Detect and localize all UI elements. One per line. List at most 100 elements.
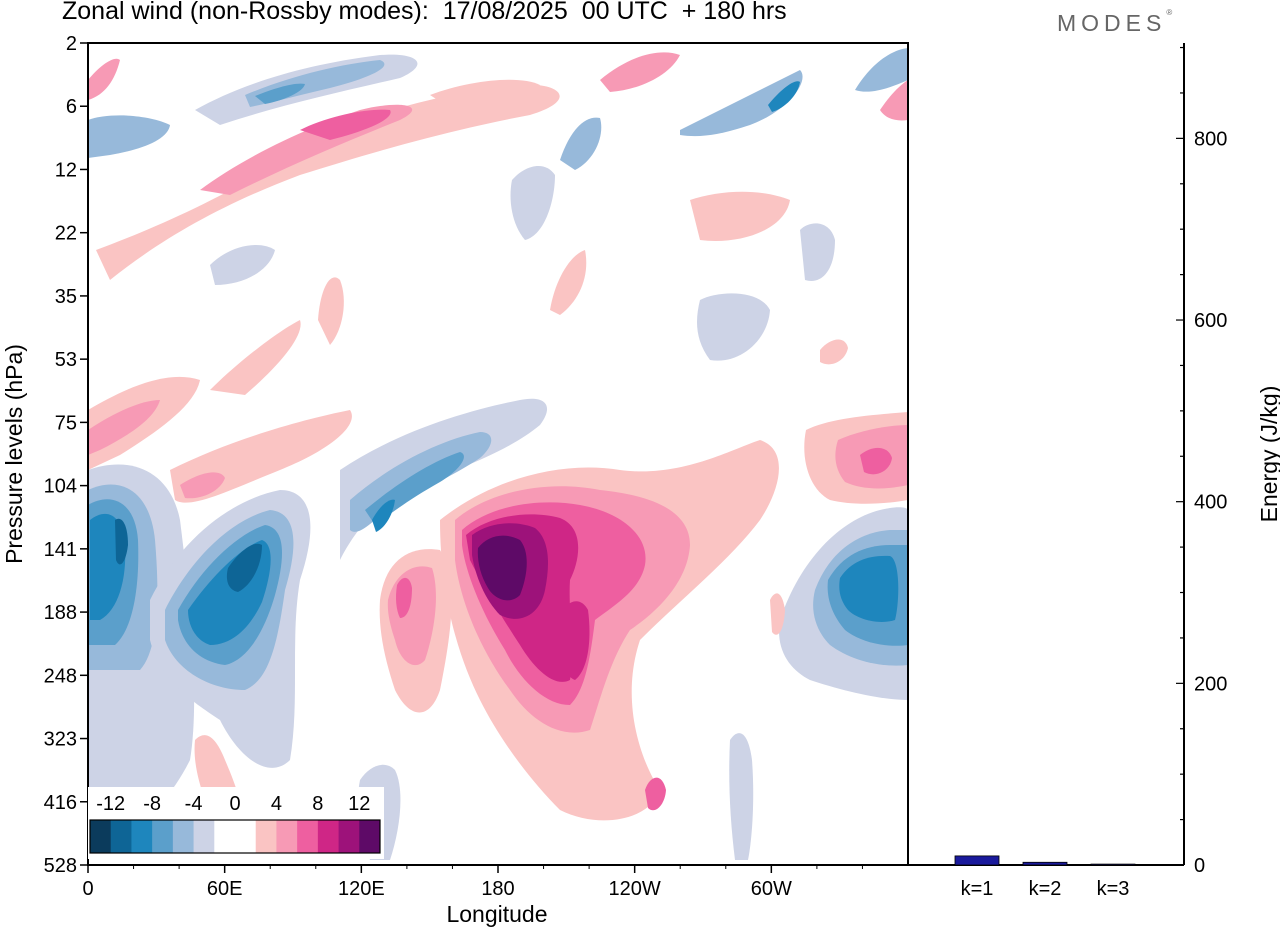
energy-y-tick-label: 200 (1194, 673, 1227, 695)
contour-neg-20W-l4 (839, 555, 899, 622)
contour-neg-0-20E-l5 (115, 518, 128, 565)
contour-neg-40-80E-l5 (226, 543, 262, 592)
y-tick-label: 323 (44, 729, 77, 751)
contour-mid-neg-tall (800, 223, 835, 281)
colorbar-swatch (297, 820, 319, 853)
contour-mid-pos-small (318, 277, 344, 345)
contour-upper-pos-edge (880, 80, 908, 121)
contour-upper-pos-mid (430, 79, 540, 109)
contour-lower-pos-strip (770, 593, 785, 635)
colorbar-swatch (338, 820, 360, 853)
contour-mid-neg-strip (510, 165, 555, 240)
colorbar-swatch (255, 820, 277, 853)
colorbar-swatches (90, 820, 381, 853)
colorbar-frame (89, 819, 381, 854)
contour-pos-20W-l3 (860, 447, 892, 475)
modes-logo: MODES® (1057, 8, 1173, 37)
colorbar-label: -12 (96, 793, 125, 815)
logo-text: MODES (1057, 10, 1167, 36)
y-axis-label: Pressure levels (hPa) (1, 344, 27, 564)
contour-pos-date-line-l6 (477, 535, 527, 601)
contour-mid-neg-patch (560, 117, 602, 170)
energy-x-label: k=2 (1029, 878, 1062, 900)
logo-registered-mark: ® (1166, 8, 1173, 17)
energy-x-label: k=3 (1097, 878, 1130, 900)
hovmoller-heatmap (88, 43, 908, 865)
contour-upper-neg-left (88, 115, 170, 158)
energy-y-axis: 0 200 400 600 800 (1176, 46, 1227, 877)
y-tick-label: 141 (44, 539, 77, 561)
x-axis-label: Longitude (446, 901, 547, 927)
x-tick-label: 60W (751, 878, 792, 900)
energy-bar-k=2 (1022, 861, 1068, 866)
contour-pos-lower-patch (645, 777, 666, 811)
colorbar-swatch (152, 820, 174, 853)
x-axis: 0 60E 120E 180 120W 60W (82, 865, 863, 900)
contour-lower-neg-right (729, 733, 754, 860)
colorbar-swatch (90, 820, 112, 853)
y-tick-label: 248 (44, 665, 77, 687)
contour-pos-120E-l3 (396, 577, 412, 618)
contour-pos-150W-core (557, 601, 590, 680)
colorbar-label: 12 (348, 793, 370, 815)
y-tick-label: 75 (55, 412, 77, 434)
troposphere-anomalies (88, 376, 908, 860)
x-tick-label: 120E (338, 878, 385, 900)
colorbar: -12 -8 -4 0 4 8 12 (88, 787, 384, 859)
y-tick-label: 528 (44, 855, 77, 877)
energy-y-tick-label: 800 (1194, 128, 1227, 150)
stratosphere-bands (88, 48, 908, 395)
colorbar-swatch (193, 820, 215, 853)
colorbar-swatch (172, 820, 194, 853)
energy-y-tick-label: 600 (1194, 310, 1227, 332)
energy-bar-k=3 (1090, 863, 1136, 866)
colorbar-label: 4 (271, 793, 282, 815)
x-tick-label: 180 (481, 878, 514, 900)
contour-mid-pos-left (210, 320, 301, 395)
y-tick-label: 416 (44, 792, 77, 814)
contour-upper-trop-pos-core (88, 400, 160, 455)
energy-x-label: k=1 (961, 878, 994, 900)
contour-mid-pos-strip (550, 250, 587, 315)
colorbar-labels: -12 -8 -4 0 4 8 12 (96, 793, 370, 815)
y-tick-label: 6 (66, 96, 77, 118)
contour-neg-band-tilt (340, 398, 548, 560)
energy-bar-k=1 (954, 855, 1000, 866)
energy-x-axis: k=1 k=2 k=3 (961, 878, 1130, 900)
y-axis: 2 6 12 22 35 53 75 104 141 188 248 323 416 528 (44, 33, 88, 877)
contour-mid-neg-small (210, 245, 275, 285)
y-tick-label: 188 (44, 602, 77, 624)
colorbar-label: 8 (312, 793, 323, 815)
contour-upper-pos-left (88, 58, 120, 100)
contour-upper-pos-band (96, 84, 560, 280)
contour-upper-pos-right (600, 52, 680, 92)
x-tick-label: 0 (82, 878, 93, 900)
colorbar-swatch (235, 820, 257, 853)
y-tick-label: 104 (44, 476, 77, 498)
colorbar-label: -4 (185, 793, 203, 815)
y-tick-label: 35 (55, 286, 77, 308)
contour-upper-pos-inner (300, 109, 391, 140)
colorbar-swatch (131, 820, 153, 853)
colorbar-swatch (110, 820, 132, 853)
contour-upper-neg-right-core (768, 81, 800, 112)
contour-upper-neg-right (680, 70, 803, 137)
colorbar-swatch (276, 820, 298, 853)
colorbar-swatch (359, 820, 381, 853)
contour-upper-trop-pos-band (88, 376, 200, 470)
contour-upper-neg-edge (855, 48, 908, 92)
chart-title: Zonal wind (non-Rossby modes): 17/08/202… (62, 0, 787, 25)
colorbar-swatch (214, 820, 236, 853)
contour-upper-neg-inner (255, 83, 305, 104)
colorbar-swatch (317, 820, 339, 853)
y-tick-label: 2 (66, 33, 77, 55)
contour-mid-neg-right (697, 293, 770, 361)
contour-upper-trop-pos-2-core (180, 472, 225, 499)
energy-y-tick-label: 0 (1194, 855, 1205, 877)
colorbar-label: 0 (229, 793, 240, 815)
energy-y-tick-label: 400 (1194, 492, 1227, 514)
contour-neg-band-tilt-4 (372, 499, 395, 532)
x-tick-label: 120W (609, 878, 661, 900)
y-tick-label: 12 (55, 159, 77, 181)
contour-mid-pos-right2 (820, 339, 848, 365)
